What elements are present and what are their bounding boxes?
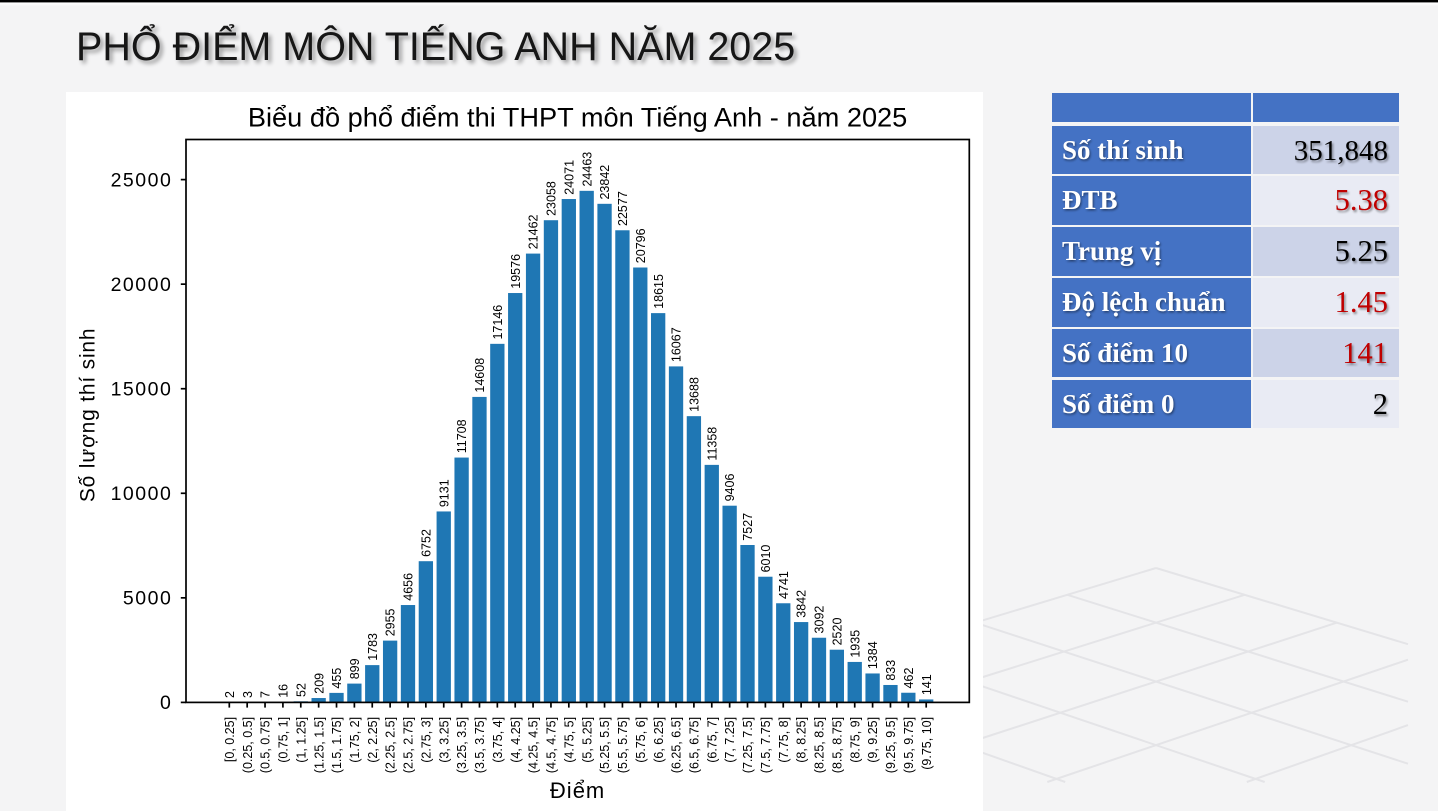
svg-text:9406: 9406: [723, 474, 737, 502]
svg-text:(6, 6.25]: (6, 6.25]: [652, 717, 666, 763]
svg-text:(8.75, 9]: (8.75, 9]: [848, 717, 862, 763]
svg-text:(8, 8.25]: (8, 8.25]: [795, 717, 809, 763]
svg-text:899: 899: [348, 658, 362, 679]
svg-text:(9.5, 9.75]: (9.5, 9.75]: [902, 717, 916, 773]
svg-text:(9.25, 9.5]: (9.25, 9.5]: [884, 717, 898, 773]
svg-text:(9.75, 10]: (9.75, 10]: [920, 717, 934, 770]
svg-text:17146: 17146: [491, 305, 505, 340]
svg-text:[0, 0.25]: [0, 0.25]: [223, 717, 237, 762]
svg-text:(9, 9.25]: (9, 9.25]: [866, 717, 880, 763]
svg-text:20796: 20796: [634, 228, 648, 263]
svg-text:2955: 2955: [384, 608, 398, 636]
svg-text:11358: 11358: [705, 427, 719, 461]
svg-text:(2.5, 2.75]: (2.5, 2.75]: [402, 717, 416, 773]
svg-text:13688: 13688: [688, 377, 702, 412]
svg-text:1384: 1384: [866, 641, 880, 669]
svg-text:20000: 20000: [111, 274, 173, 296]
svg-text:(4.75, 5]: (4.75, 5]: [562, 717, 576, 763]
svg-text:(0.75, 1]: (0.75, 1]: [277, 717, 291, 763]
svg-text:(1.25, 1.5]: (1.25, 1.5]: [312, 717, 326, 773]
svg-text:(5.75, 6]: (5.75, 6]: [634, 717, 648, 763]
svg-text:(2.75, 3]: (2.75, 3]: [419, 717, 433, 763]
svg-text:455: 455: [330, 668, 344, 689]
svg-text:23058: 23058: [545, 181, 559, 216]
svg-text:16: 16: [277, 684, 291, 698]
svg-text:7: 7: [259, 691, 273, 698]
svg-text:21462: 21462: [527, 214, 541, 249]
svg-text:(3.25, 3.5]: (3.25, 3.5]: [455, 717, 469, 773]
svg-text:1935: 1935: [848, 630, 862, 658]
svg-text:(4.25, 4.5]: (4.25, 4.5]: [527, 717, 541, 773]
svg-text:833: 833: [884, 660, 898, 681]
svg-text:(2.25, 2.5]: (2.25, 2.5]: [384, 717, 398, 773]
svg-text:(4.5, 4.75]: (4.5, 4.75]: [545, 717, 559, 773]
svg-text:15000: 15000: [111, 379, 173, 401]
svg-text:(7.5, 7.75]: (7.5, 7.75]: [759, 717, 773, 773]
svg-text:141: 141: [920, 674, 934, 695]
svg-text:22577: 22577: [616, 191, 630, 226]
svg-text:(2, 2.25]: (2, 2.25]: [366, 717, 380, 763]
svg-text:Điểm: Điểm: [550, 778, 605, 803]
svg-text:7527: 7527: [741, 513, 755, 541]
svg-text:(3, 3.25]: (3, 3.25]: [437, 717, 451, 763]
svg-text:24463: 24463: [580, 152, 594, 187]
svg-text:11708: 11708: [455, 419, 469, 453]
svg-text:462: 462: [902, 668, 916, 689]
svg-text:16067: 16067: [670, 327, 684, 362]
svg-text:(1.75, 2]: (1.75, 2]: [348, 717, 362, 763]
svg-text:5000: 5000: [123, 588, 172, 610]
svg-text:4656: 4656: [402, 573, 416, 601]
svg-text:(3.75, 4]: (3.75, 4]: [491, 717, 505, 763]
svg-text:3092: 3092: [813, 606, 827, 634]
svg-text:25000: 25000: [111, 169, 173, 191]
svg-text:(4, 4.25]: (4, 4.25]: [509, 717, 523, 763]
svg-text:14608: 14608: [473, 358, 487, 393]
svg-text:52: 52: [294, 683, 308, 697]
svg-text:(5.5, 5.75]: (5.5, 5.75]: [616, 717, 630, 773]
svg-text:10000: 10000: [111, 483, 173, 505]
svg-text:Số lượng thí sinh: Số lượng thí sinh: [77, 328, 100, 503]
svg-text:23842: 23842: [598, 165, 612, 200]
svg-text:4741: 4741: [777, 571, 791, 599]
svg-text:(6.25, 6.5]: (6.25, 6.5]: [670, 717, 684, 773]
svg-text:(1, 1.25]: (1, 1.25]: [294, 717, 308, 763]
svg-text:(6.75, 7]: (6.75, 7]: [705, 717, 719, 763]
svg-text:(7.75, 8]: (7.75, 8]: [777, 717, 791, 763]
svg-text:Biểu đồ phổ điểm thi THPT môn: Biểu đồ phổ điểm thi THPT môn Tiếng Anh …: [248, 102, 907, 133]
svg-text:(0.25, 0.5]: (0.25, 0.5]: [241, 717, 255, 773]
svg-text:1783: 1783: [366, 633, 380, 661]
svg-text:(7.25, 7.5]: (7.25, 7.5]: [741, 717, 755, 773]
svg-text:(1.5, 1.75]: (1.5, 1.75]: [330, 717, 344, 773]
svg-text:(8.5, 8.75]: (8.5, 8.75]: [830, 717, 844, 773]
svg-text:18615: 18615: [652, 274, 666, 309]
svg-text:(3.5, 3.75]: (3.5, 3.75]: [473, 717, 487, 773]
svg-text:(7, 7.25]: (7, 7.25]: [723, 717, 737, 763]
svg-text:3: 3: [241, 691, 255, 698]
svg-text:(5.25, 5.5]: (5.25, 5.5]: [598, 717, 612, 773]
svg-text:(5, 5.25]: (5, 5.25]: [580, 717, 594, 763]
svg-text:0: 0: [160, 692, 172, 714]
svg-text:209: 209: [312, 673, 326, 694]
svg-text:2520: 2520: [830, 618, 844, 646]
svg-text:24071: 24071: [562, 160, 576, 195]
svg-text:(8.25, 8.5]: (8.25, 8.5]: [813, 717, 827, 773]
svg-text:6752: 6752: [419, 529, 433, 557]
svg-text:(0.5, 0.75]: (0.5, 0.75]: [259, 717, 273, 773]
svg-text:(6.5, 6.75]: (6.5, 6.75]: [688, 717, 702, 773]
svg-text:9131: 9131: [437, 479, 451, 507]
svg-text:3842: 3842: [795, 590, 809, 618]
svg-text:19576: 19576: [509, 254, 523, 289]
svg-text:6010: 6010: [759, 545, 773, 573]
svg-text:2: 2: [223, 691, 237, 698]
